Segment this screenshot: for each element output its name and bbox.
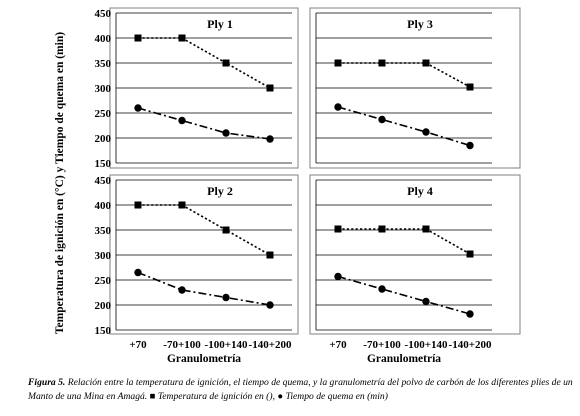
panel-frame [309,174,521,335]
time-point [266,135,274,143]
x-tick-label: -100+140 [405,339,448,351]
x-axis-label: Granulometría [167,353,241,365]
chart-title: Ply 1 [207,17,233,31]
temperature-point [422,225,430,233]
time-point [134,104,142,112]
x-tick-label: -140+200 [449,339,492,351]
time-point [134,268,142,277]
temperature-point [334,59,342,67]
time-point [178,286,186,294]
time-point [378,285,386,293]
temperature-point [134,34,142,42]
chart-title: Ply 4 [407,184,433,198]
x-tick-label: -70+100 [363,339,401,351]
time-series-line [137,271,271,306]
chart-panel-1: 150 200 250 300 350 400 450 Ply 1 [95,7,299,170]
time-point [422,128,430,136]
x-tick-label: -140+200 [249,339,292,351]
y-tick-label: 250 [95,275,112,287]
temperature-point [178,34,186,42]
caption-legend-time: Tiempo de quema en (min) [285,391,388,402]
temperature-point [466,83,474,91]
time-series-line [137,107,271,140]
time-point [266,301,274,309]
legend-circle-icon: ● [277,391,284,402]
time-series-line [337,275,471,315]
time-point [466,141,474,150]
y-tick-label: 150 [95,325,112,337]
x-tick-label: +70 [129,339,147,351]
figure-caption: Figura 5. Relación entre la temperatura … [28,376,576,404]
y-tick-label: 300 [95,83,112,95]
time-point [378,115,386,124]
time-point [334,103,342,111]
temperature-point [134,201,142,209]
time-point [178,116,186,125]
y-tick-label: 150 [95,158,112,170]
x-tick-label: -100+140 [205,339,248,351]
legend-square-icon: ■ [149,391,156,402]
time-point [422,297,430,306]
temperature-point [222,226,230,234]
chart-panel-2: Ply 3 [309,7,521,169]
y-tick-label: 350 [95,58,112,70]
temperature-point [334,225,342,233]
y-tick-label: 350 [95,225,112,237]
temperature-series-line [138,204,271,256]
y-tick-label: 300 [95,250,112,262]
temperature-point [266,84,274,92]
y-tick-label: 400 [95,33,112,45]
caption-text: Relación entre la temperatura de ignició… [28,377,573,402]
chart-panel-3: 150 200 250 300 350 400 450 +70 -70+100 -100+140-… [95,174,299,365]
temperature-series-line [338,62,471,88]
time-point [222,293,230,302]
temperature-series-line [138,37,271,89]
caption-legend-temperature: Temperatura de ignición en (), [157,391,275,402]
chart-panel-4: +70 -70+100 -100+140 -140+200 Granulometría P… [309,174,521,365]
caption-label: Figura 5. [28,377,66,388]
chart-title: Ply 3 [407,17,433,31]
y-tick-label: 450 [95,175,112,187]
time-point [334,272,342,281]
y-tick-label: 200 [95,300,112,312]
temperature-point [222,59,230,67]
time-point [222,129,230,137]
temperature-point [178,201,186,209]
y-tick-label: 250 [95,108,112,120]
y-tick-label: 400 [95,200,112,212]
y-axis-label: Temperatura de ignición en (°C) y Tiempo… [54,32,66,334]
x-axis-label: Granulometría [367,353,441,365]
time-series-line [337,106,471,147]
chart-title: Ply 2 [207,184,233,198]
time-point [466,310,474,318]
temperature-series-line [338,228,471,255]
y-tick-label: 450 [95,8,112,20]
temperature-point [266,251,274,259]
temperature-point [466,250,474,258]
figure-panel-grid: 150 200 250 300 350 400 450 Ply 1 Ply 3 150 200 250… [54,7,521,365]
x-tick-label: +70 [329,339,347,351]
x-tick-label: -70+100 [163,339,201,351]
y-tick-label: 200 [95,133,112,145]
temperature-point [378,59,386,67]
temperature-point [422,59,430,67]
temperature-point [378,225,386,233]
